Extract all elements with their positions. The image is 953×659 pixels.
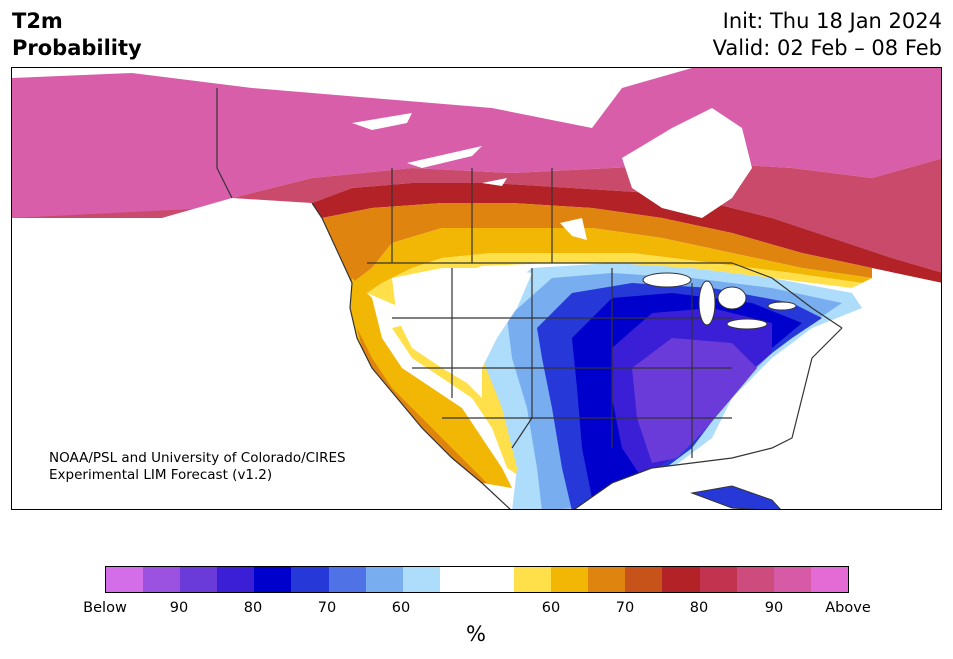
- colorbar-swatch: [625, 567, 663, 592]
- region-above50: [352, 228, 872, 293]
- white-patch-1: [352, 113, 412, 130]
- forecast-map: [11, 67, 942, 510]
- forecast-dates: Init: Thu 18 Jan 2024 Valid: 02 Feb – 08…: [713, 8, 942, 62]
- white-patch-2: [407, 146, 482, 168]
- colorbar-swatch: [402, 567, 440, 592]
- colorbar-swatch: [254, 567, 292, 592]
- colorbar-swatch: [736, 567, 774, 592]
- colorbar-swatch: [143, 567, 181, 592]
- credit-line1: NOAA/PSL and University of Colorado/CIRE…: [49, 450, 346, 466]
- ocean-atlantic: [802, 283, 941, 498]
- tick-label: 90: [169, 600, 189, 616]
- colorbar-swatch: [588, 567, 626, 592]
- region-above70: [312, 183, 941, 283]
- credit-text: NOAA/PSL and University of Colorado/CIRE…: [49, 450, 346, 484]
- map-title: T2m Probability: [12, 8, 142, 62]
- colorbar-swatch: [514, 567, 552, 592]
- tick-label: 70: [317, 600, 337, 616]
- region-above90: [12, 68, 941, 218]
- colorbar: [105, 566, 849, 593]
- init-date: Init: Thu 18 Jan 2024: [722, 9, 942, 33]
- colorbar-swatch: [810, 567, 848, 592]
- ocean-gulf: [574, 448, 941, 509]
- map-borders: [216, 88, 843, 509]
- region-above40: [367, 253, 862, 308]
- colorbar-swatch: [365, 567, 403, 592]
- colorbar-swatch: [180, 567, 218, 592]
- region-above60: [322, 203, 872, 283]
- colorbar-swatch: [328, 567, 366, 592]
- colorbar-swatch: [551, 567, 589, 592]
- credit-line2: Experimental LIM Forecast (v1.2): [49, 467, 273, 483]
- colorbar-swatch: [106, 567, 144, 592]
- colorbar-swatch: [699, 567, 737, 592]
- region-neutral: [392, 268, 532, 398]
- title-variable: T2m: [12, 9, 63, 33]
- tick-label: 60: [391, 600, 411, 616]
- tick-label: 60: [541, 600, 561, 616]
- tick-label: 80: [243, 600, 263, 616]
- tick-label: Below: [83, 600, 127, 616]
- region-west-warm: [350, 278, 512, 488]
- colorbar-swatch: [773, 567, 811, 592]
- tick-label: 90: [764, 600, 784, 616]
- tick-label: 80: [689, 600, 709, 616]
- colorbar-unit: %: [466, 622, 486, 646]
- map-canvas: [12, 68, 941, 509]
- white-patch-3: [482, 178, 507, 186]
- ocean-pacific: [12, 198, 510, 509]
- cuba: [690, 485, 781, 509]
- tick-label: 70: [615, 600, 635, 616]
- region-west-cool: [392, 318, 527, 478]
- colorbar-swatch: [439, 567, 477, 592]
- colorbar-swatch: [476, 567, 515, 592]
- colorbar-swatch: [662, 567, 700, 592]
- great-lakes: [642, 272, 797, 330]
- region-below95: [632, 338, 757, 463]
- tick-label: Above: [825, 600, 871, 616]
- colorbar-swatch: [291, 567, 329, 592]
- ocean-hudson-bay: [622, 108, 752, 218]
- title-metric: Probability: [12, 36, 142, 60]
- colorbar-swatch: [217, 567, 255, 592]
- white-patch-4: [560, 218, 587, 240]
- colorbar-ticks: Below 90 80 70 60 60 70 80 90 Above: [0, 600, 953, 620]
- valid-range: Valid: 02 Feb – 08 Feb: [712, 36, 942, 60]
